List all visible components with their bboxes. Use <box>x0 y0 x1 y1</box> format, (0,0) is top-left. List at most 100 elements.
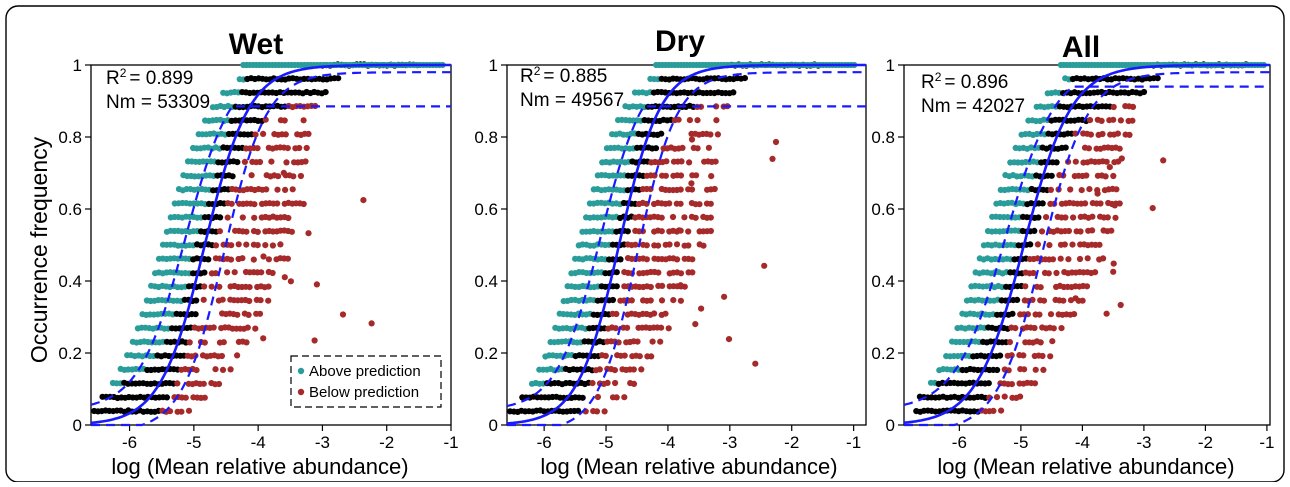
data-point <box>212 242 220 249</box>
nm-text: Nm = 53309 <box>106 92 210 113</box>
data-point <box>686 117 694 124</box>
y-tick-label: 0 <box>886 416 895 435</box>
data-point <box>624 228 631 235</box>
data-point <box>262 242 269 249</box>
x-tick-label: -3 <box>1136 433 1151 452</box>
data-point <box>1099 130 1106 138</box>
data-point <box>243 228 250 235</box>
data-point <box>1021 366 1028 373</box>
data-point <box>216 283 223 290</box>
data-point <box>257 297 264 304</box>
data-point <box>613 310 620 318</box>
x-tick-label: -5 <box>598 433 613 452</box>
data-point <box>297 172 304 180</box>
data-point <box>1154 75 1161 82</box>
data-point <box>685 228 692 235</box>
data-point <box>277 241 284 248</box>
data-point <box>1070 214 1077 221</box>
data-point <box>215 380 223 388</box>
data-point <box>1029 296 1036 303</box>
data-point <box>265 297 272 304</box>
r2-text: R2 = 0.899 <box>106 66 193 89</box>
data-point <box>174 380 181 387</box>
data-point <box>666 241 673 248</box>
data-point <box>201 339 208 346</box>
data-point <box>688 180 695 187</box>
data-point <box>997 352 1004 359</box>
data-point <box>677 270 685 277</box>
data-point <box>612 379 619 387</box>
data-point <box>288 228 295 235</box>
data-point <box>655 242 662 249</box>
data-point <box>284 255 291 262</box>
data-point <box>305 230 312 237</box>
data-point <box>673 241 681 248</box>
data-point <box>632 241 639 248</box>
data-point <box>1053 159 1060 166</box>
data-point <box>193 297 200 304</box>
data-point <box>248 172 255 179</box>
data-point <box>1048 172 1055 179</box>
data-point <box>1072 130 1079 137</box>
data-point <box>1012 325 1019 332</box>
data-point <box>658 130 665 137</box>
data-point <box>679 144 686 151</box>
data-point <box>662 172 670 179</box>
data-point <box>1129 117 1136 124</box>
x-tick-label: -2 <box>379 433 394 452</box>
data-point <box>287 278 294 285</box>
data-point <box>658 324 665 331</box>
data-point <box>250 256 257 263</box>
data-point <box>1110 172 1117 180</box>
data-point <box>300 200 307 208</box>
data-point <box>575 407 582 414</box>
data-point <box>246 297 253 305</box>
data-point <box>693 172 700 179</box>
data-point <box>730 89 737 96</box>
data-point <box>752 360 759 367</box>
data-point <box>1110 103 1117 111</box>
y-tick-label: 0.2 <box>871 344 895 363</box>
data-point <box>617 256 624 263</box>
data-point <box>688 186 696 193</box>
panel-all: All -6 -5 -4 -3 -2 -1 0 0.2 0.4 0.6 0.8 1 R2 = 0.896… <box>871 31 1274 479</box>
y-tick-label: 0.6 <box>58 200 82 219</box>
data-point <box>182 394 189 401</box>
data-point <box>269 269 276 277</box>
data-point <box>1045 270 1052 277</box>
data-point <box>282 186 289 193</box>
nm-text: Nm = 42027 <box>921 96 1025 117</box>
y-tick-label: 0.6 <box>871 200 895 219</box>
data-point <box>725 336 733 343</box>
data-point <box>1014 296 1021 303</box>
data-point <box>260 335 267 342</box>
data-point <box>692 321 699 328</box>
data-point <box>1077 228 1084 235</box>
x-tick-label: -2 <box>784 433 799 452</box>
data-point <box>302 158 309 165</box>
y-tick-label: 0.8 <box>58 128 82 147</box>
data-point <box>228 200 235 207</box>
data-point <box>313 281 320 288</box>
data-point <box>612 325 619 332</box>
y-tick-label: 0 <box>489 416 498 435</box>
data-point <box>290 173 297 180</box>
legend-above-swatch <box>297 367 305 375</box>
data-point <box>705 144 713 151</box>
data-point <box>713 117 720 124</box>
data-point <box>254 242 261 249</box>
data-point <box>649 338 656 345</box>
data-point <box>707 214 714 221</box>
data-point <box>227 256 235 263</box>
data-point <box>1117 117 1124 124</box>
data-point <box>219 296 226 303</box>
data-point <box>990 407 997 414</box>
x-tick-label: -2 <box>1198 433 1213 452</box>
data-point <box>254 145 261 152</box>
data-point <box>1034 241 1041 248</box>
data-point <box>1047 353 1054 360</box>
data-point <box>689 269 696 276</box>
panel-dry: Dry -6 -5 -4 -3 -2 -1 0 0.2 0.4 0.6 0.8 1 R2 = 0.885… <box>474 25 867 479</box>
data-point <box>686 159 693 166</box>
data-point <box>994 366 1001 374</box>
